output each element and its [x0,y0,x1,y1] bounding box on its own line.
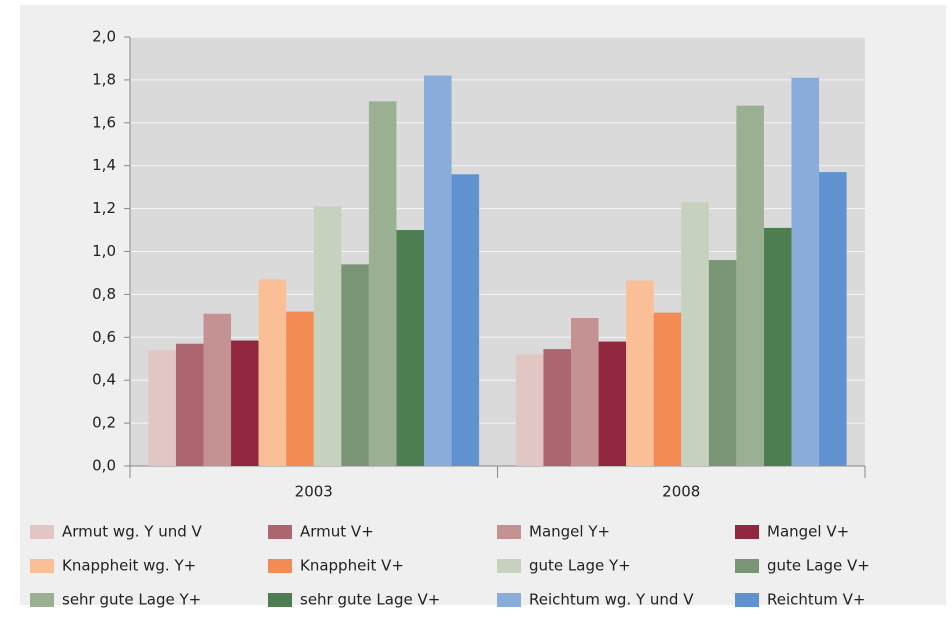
y-tick-label: 0,8 [92,285,116,303]
y-tick-label: 0,0 [92,457,116,475]
y-tick-label: 1,0 [92,242,116,260]
legend-swatch [268,559,292,573]
bar [258,279,287,466]
bar [286,311,314,466]
legend-swatch [268,593,292,607]
y-tick-label: 1,2 [92,199,116,217]
legend-label: sehr gute Lage V+ [300,591,440,609]
y-tick-label: 1,6 [92,113,116,131]
bar [313,206,342,466]
bar [598,341,627,466]
y-tick-label: 0,2 [92,414,116,432]
bar [515,354,544,466]
legend-label: Armut wg. Y und V [62,523,202,541]
bar [148,350,176,466]
legend-label: Armut V+ [300,523,374,541]
bar [626,280,654,466]
x-tick-label: 2008 [662,483,700,501]
bar [791,77,820,466]
bar [175,343,204,466]
legend-swatch [735,593,759,607]
legend-swatch [497,525,521,539]
bar [203,313,232,466]
legend-label: gute Lage V+ [767,557,870,575]
legend-swatch [735,525,759,539]
y-tick-label: 0,6 [92,328,116,346]
y-tick-label: 2,0 [92,28,116,46]
legend-swatch [268,525,292,539]
bar [368,101,397,466]
bar [396,230,424,466]
x-tick-label: 2003 [295,483,333,501]
legend-label: Reichtum wg. Y und V [529,591,694,609]
y-tick-label: 1,8 [92,70,116,88]
legend-label: Mangel V+ [767,523,849,541]
legend-swatch [735,559,759,573]
bar [571,317,599,466]
legend-swatch [497,593,521,607]
legend-label: Knappheit V+ [300,557,404,575]
bar [451,174,480,466]
bar [653,312,682,466]
bar [543,349,571,466]
bar [736,105,764,466]
bar [231,340,259,466]
bar [424,75,452,467]
bar [708,260,737,466]
legend-swatch [30,525,54,539]
legend-label: gute Lage Y+ [529,557,631,575]
bar [819,172,847,466]
legend-label: Mangel Y+ [529,523,610,541]
bar [681,202,709,467]
legend-label: Knappheit wg. Y+ [62,557,196,575]
legend-label: Reichtum V+ [767,591,866,609]
legend-label: sehr gute Lage Y+ [62,591,201,609]
y-tick-label: 0,4 [92,371,116,389]
legend-swatch [497,559,521,573]
bar [763,227,792,466]
bar [341,264,369,466]
legend-swatch [30,559,54,573]
y-tick-label: 1,4 [92,156,116,174]
legend-swatch [30,593,54,607]
